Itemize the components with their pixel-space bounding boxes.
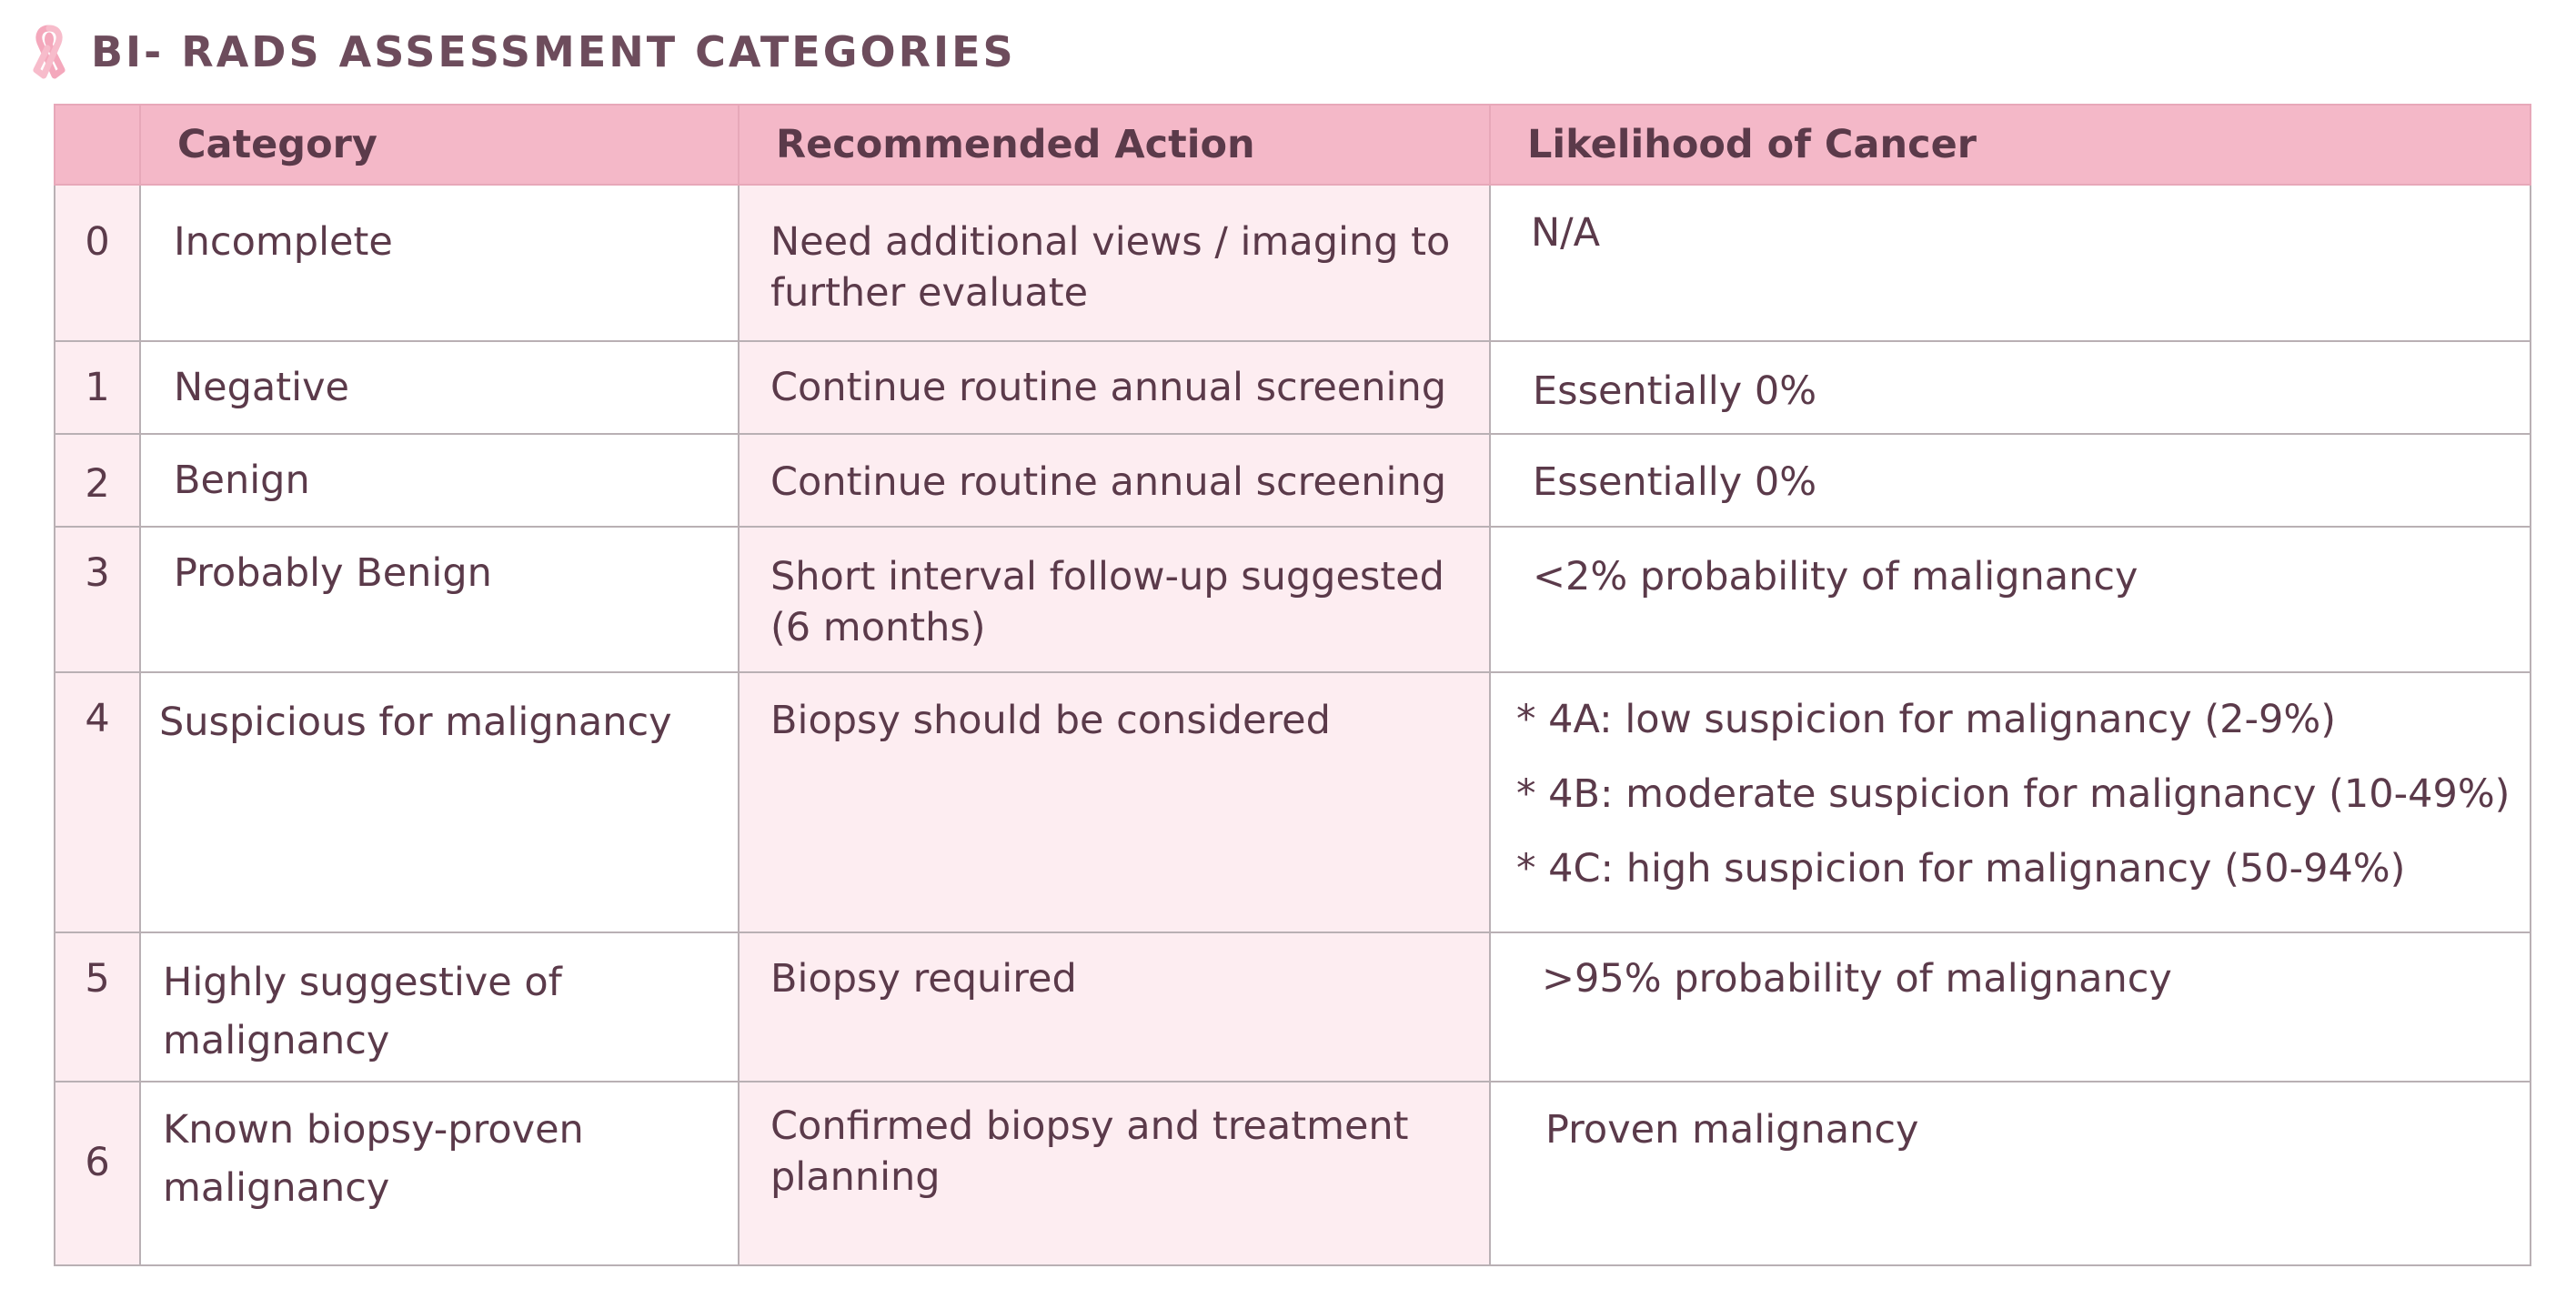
column-header-action: Recommended Action: [738, 104, 1491, 186]
table-row: 4 Suspicious for malignancy Biopsy shoul…: [54, 671, 2531, 933]
likelihood-subcategory-4a: * 4A: low suspicion for malignancy (2-9%…: [1516, 697, 2337, 742]
category-name: Incomplete: [139, 184, 740, 342]
category-number: 5: [54, 931, 141, 1082]
category-name: Highly suggestive of malignancy: [139, 931, 740, 1082]
category-name: Negative: [139, 340, 740, 435]
likelihood-subcategory-4c: * 4C: high suspicion for malignancy (50-…: [1516, 846, 2406, 891]
cancer-likelihood: Essentially 0%: [1489, 433, 2531, 528]
recommended-action: Need additional views / imaging to furth…: [738, 184, 1491, 342]
column-header-number: [54, 104, 141, 186]
category-number: 3: [54, 526, 141, 673]
recommended-action: Continue routine annual screening: [738, 433, 1491, 528]
table-row: 3 Probably Benign Short interval follow-…: [54, 526, 2531, 673]
table-row: 2 Benign Continue routine annual screeni…: [54, 433, 2531, 528]
category-name: Suspicious for malignancy: [139, 671, 740, 933]
cancer-likelihood: >95% probability of malignancy: [1489, 931, 2531, 1082]
column-header-category: Category: [139, 104, 740, 186]
pink-ribbon-icon: [33, 25, 65, 79]
recommended-action: Biopsy should be considered: [738, 671, 1491, 933]
category-name: Benign: [139, 433, 740, 528]
category-name: Known biopsy-proven malignancy: [139, 1081, 740, 1266]
page-title: BI- RADS ASSESSMENT CATEGORIES: [91, 27, 1016, 76]
page-header: BI- RADS ASSESSMENT CATEGORIES: [27, 20, 1016, 84]
cancer-likelihood: <2% probability of malignancy: [1489, 526, 2531, 673]
cancer-likelihood: Proven malignancy: [1489, 1081, 2531, 1266]
category-name: Probably Benign: [139, 526, 740, 673]
birads-table: Category Recommended Action Likelihood o…: [54, 104, 2531, 1266]
cancer-likelihood-list: * 4A: low suspicion for malignancy (2-9%…: [1489, 671, 2531, 933]
recommended-action: Confirmed biopsy and treatment planning: [738, 1081, 1491, 1266]
cancer-likelihood: Essentially 0%: [1489, 340, 2531, 435]
recommended-action: Biopsy required: [738, 931, 1491, 1082]
table-header-row: Category Recommended Action Likelihood o…: [54, 104, 2531, 186]
cancer-likelihood: N/A: [1489, 184, 2531, 342]
category-number: 4: [54, 671, 141, 933]
likelihood-subcategory-4b: * 4B: moderate suspicion for malignancy …: [1516, 771, 2511, 817]
column-header-likelihood: Likelihood of Cancer: [1489, 104, 2531, 186]
recommended-action: Continue routine annual screening: [738, 340, 1491, 435]
recommended-action: Short interval follow-up suggested (6 mo…: [738, 526, 1491, 673]
category-number: 2: [54, 433, 141, 528]
table-row: 0 Incomplete Need additional views / ima…: [54, 184, 2531, 342]
table-row: 6 Known biopsy-proven malignancy Confirm…: [54, 1081, 2531, 1266]
table-row: 5 Highly suggestive of malignancy Biopsy…: [54, 931, 2531, 1082]
category-number: 0: [54, 184, 141, 342]
table-row: 1 Negative Continue routine annual scree…: [54, 340, 2531, 435]
category-number: 1: [54, 340, 141, 435]
category-number: 6: [54, 1081, 141, 1266]
